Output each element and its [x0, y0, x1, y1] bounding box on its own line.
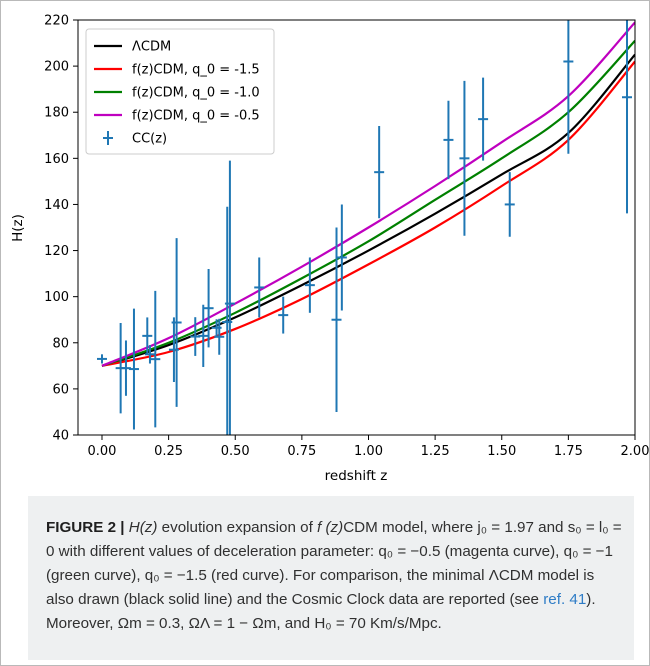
- cc-point: [374, 126, 385, 219]
- cc-point: [254, 257, 265, 318]
- cc-point: [443, 100, 454, 180]
- caption-text: ). Moreover, Ωm = 0.3, ΩΛ = 1 − Ωm, and …: [46, 591, 596, 632]
- legend: ΛCDM f(z)CDM, q_0 = -1.5 f(z)CDM, q_0 = -1…: [85, 28, 275, 155]
- reference-link[interactable]: ref. 41: [543, 591, 587, 608]
- cc-point: [563, 20, 574, 154]
- y-tick-label: 140: [44, 198, 69, 213]
- x-axis: 0.00 0.25 0.50 0.75 1.00 1.25 1.50 1.75 2.00: [88, 435, 650, 459]
- caption-text: f (z): [317, 519, 344, 536]
- cc-point: [622, 20, 633, 214]
- y-axis-label: H(z): [10, 214, 26, 242]
- caption-text: evolution expansion of: [157, 519, 318, 536]
- y-tick-label: 160: [44, 152, 69, 167]
- caption-text: CDM model, where j₀ = 1.97 and s₀ = l₀ =…: [46, 519, 622, 608]
- legend-label: f(z)CDM, q_0 = -1.5: [132, 63, 260, 78]
- y-tick-label: 120: [44, 244, 69, 259]
- cc-point: [504, 172, 515, 237]
- cc-point: [150, 290, 161, 428]
- series-layer: [101, 21, 635, 367]
- x-tick-label: 0.75: [287, 444, 316, 459]
- figure-caption: FIGURE 2 | H(z) evolution expansion of f…: [46, 516, 626, 636]
- cc-point: [278, 296, 289, 334]
- series-line-1: [101, 60, 635, 367]
- plot-area-frame: [77, 19, 636, 436]
- x-axis-label: redshift z: [325, 468, 388, 484]
- legend-item: f(z)CDM, q_0 = -1.0: [94, 86, 260, 101]
- cc-point: [336, 204, 347, 311]
- cc-point: [144, 345, 155, 364]
- cc-point: [203, 269, 214, 348]
- legend-label: f(z)CDM, q_0 = -1.0: [132, 86, 260, 101]
- x-tick-label: 1.00: [354, 444, 383, 459]
- x-tick-label: 0.00: [88, 444, 117, 459]
- legend-item: ΛCDM: [94, 40, 171, 55]
- series-line-3: [101, 21, 635, 367]
- x-tick-label: 1.75: [554, 444, 583, 459]
- cc-point: [214, 318, 225, 355]
- y-axis: 40 60 80 100 120 140 160 180 200 220: [44, 14, 78, 444]
- cc-point: [304, 257, 315, 313]
- legend-item: f(z)CDM, q_0 = -0.5: [94, 109, 260, 124]
- legend-label: CC(z): [132, 132, 167, 147]
- caption-body: H(z) evolution expansion of f (z)CDM mod…: [46, 519, 622, 632]
- figure-label: FIGURE 2 |: [46, 519, 125, 536]
- x-tick-label: 0.25: [154, 444, 183, 459]
- caption-background: [28, 496, 634, 660]
- x-tick-label: 1.25: [421, 444, 450, 459]
- legend-item: CC(z): [103, 131, 167, 147]
- y-tick-label: 180: [44, 106, 69, 121]
- cc-point: [96, 354, 107, 364]
- legend-item: f(z)CDM, q_0 = -1.5: [94, 63, 260, 78]
- cc-point: [224, 160, 235, 435]
- cc-point: [128, 308, 139, 430]
- y-tick-label: 220: [44, 14, 69, 29]
- legend-label: f(z)CDM, q_0 = -0.5: [132, 109, 260, 124]
- caption-text: H(z): [128, 519, 158, 536]
- legend-box: [85, 28, 275, 155]
- cc-point: [198, 304, 209, 367]
- cc-point: [331, 227, 342, 412]
- y-tick-label: 100: [44, 290, 69, 305]
- y-tick-label: 80: [52, 336, 69, 351]
- x-tick-label: 1.50: [487, 444, 516, 459]
- hz-chart: 0.00 0.25 0.50 0.75 1.00 1.25 1.50 1.75 2.00 40 6…: [10, 14, 650, 485]
- y-tick-label: 40: [52, 429, 69, 444]
- y-tick-label: 200: [44, 60, 69, 75]
- x-tick-label: 0.50: [221, 444, 250, 459]
- series-line-2: [101, 40, 635, 367]
- y-tick-label: 60: [52, 382, 69, 397]
- cc-data-layer: [96, 20, 633, 435]
- cc-point: [459, 80, 470, 236]
- legend-label: ΛCDM: [132, 40, 171, 55]
- cc-point: [142, 317, 153, 355]
- cc-point: [171, 238, 182, 407]
- x-tick-label: 2.00: [621, 444, 650, 459]
- cc-point: [478, 77, 489, 161]
